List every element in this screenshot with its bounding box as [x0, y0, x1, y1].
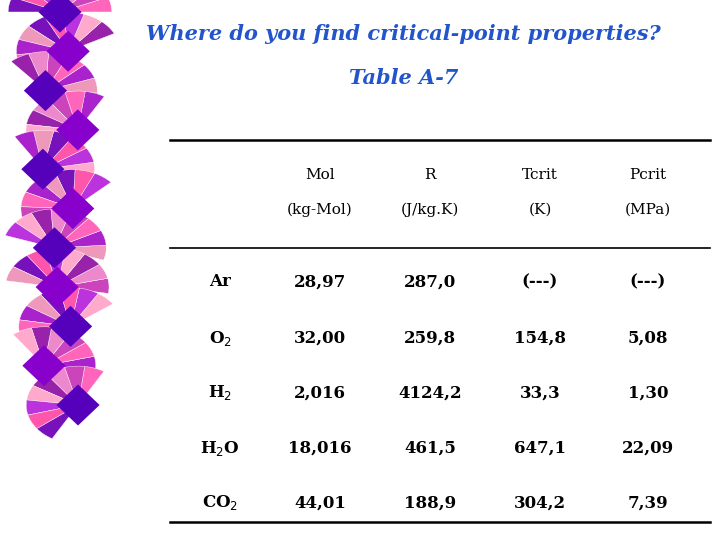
Text: H$_2$O: H$_2$O [200, 438, 240, 457]
Text: 22,09: 22,09 [622, 440, 674, 456]
Text: 44,01: 44,01 [294, 495, 346, 511]
Text: 28,97: 28,97 [294, 273, 346, 291]
Text: (---): (---) [630, 273, 666, 291]
Text: 5,08: 5,08 [628, 329, 668, 347]
Text: CO$_2$: CO$_2$ [202, 494, 238, 512]
Text: 304,2: 304,2 [514, 495, 566, 511]
Text: 2,016: 2,016 [294, 384, 346, 402]
Text: Ar: Ar [209, 273, 231, 291]
Text: R: R [424, 168, 436, 182]
Text: 32,00: 32,00 [294, 329, 346, 347]
Text: 154,8: 154,8 [514, 329, 566, 347]
Text: Mol: Mol [305, 168, 335, 182]
Text: (MPa): (MPa) [625, 203, 671, 217]
Text: 33,3: 33,3 [520, 384, 560, 402]
Text: 18,016: 18,016 [288, 440, 352, 456]
Text: Where do you find critical-point properties?: Where do you find critical-point propert… [146, 24, 660, 44]
Text: (J/kg.K): (J/kg.K) [401, 203, 459, 217]
Text: (---): (---) [522, 273, 558, 291]
Text: 188,9: 188,9 [404, 495, 456, 511]
Text: 287,0: 287,0 [404, 273, 456, 291]
Text: Tcrit: Tcrit [522, 168, 558, 182]
Text: 647,1: 647,1 [514, 440, 566, 456]
Text: 4124,2: 4124,2 [398, 384, 462, 402]
Text: 7,39: 7,39 [628, 495, 668, 511]
Text: 461,5: 461,5 [404, 440, 456, 456]
Text: Pcrit: Pcrit [629, 168, 667, 182]
Text: 259,8: 259,8 [404, 329, 456, 347]
Text: H$_2$: H$_2$ [208, 383, 232, 402]
Text: (kg-Mol): (kg-Mol) [287, 203, 353, 217]
Text: O$_2$: O$_2$ [209, 328, 231, 348]
Text: (K): (K) [528, 203, 552, 217]
Text: Table A-7: Table A-7 [348, 68, 458, 87]
Text: 1,30: 1,30 [628, 384, 668, 402]
